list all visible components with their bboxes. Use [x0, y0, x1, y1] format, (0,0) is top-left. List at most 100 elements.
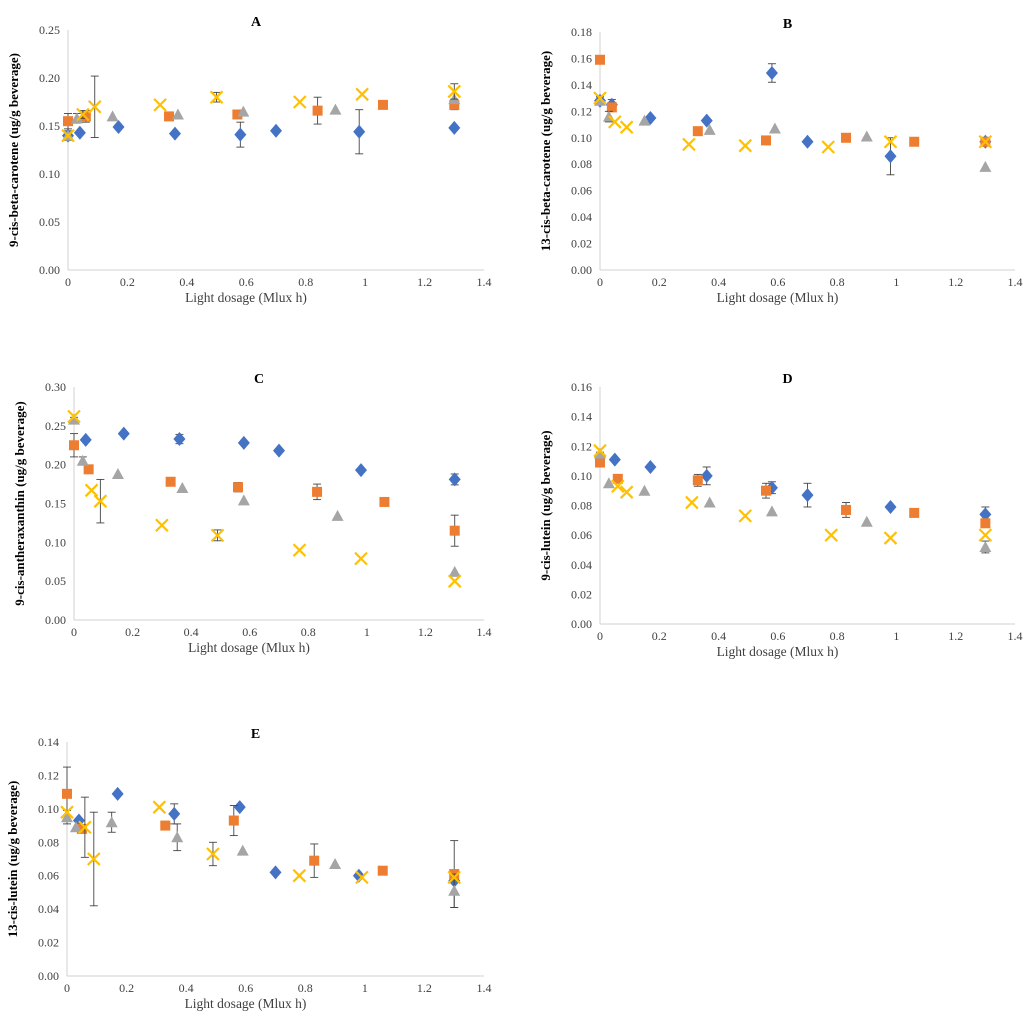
- data-point: [608, 452, 621, 467]
- x-tick-label: 0.4: [179, 981, 194, 995]
- x-tick-label: 1: [362, 275, 368, 289]
- chart-title: C: [254, 372, 264, 387]
- chart-panel-d: 0.00 0.02 0.04 0.06 0.08 0.10 0.12 0.14 0.16 0 0.2…: [538, 372, 1023, 659]
- data-point: [209, 90, 224, 104]
- data-point: [448, 472, 461, 487]
- data-point: [841, 132, 852, 143]
- data-point: [68, 413, 80, 425]
- y-tick-label: 0.00: [571, 263, 592, 277]
- data-point: [168, 806, 181, 821]
- series-2: [69, 433, 460, 547]
- data-point: [160, 820, 171, 831]
- data-point: [269, 865, 282, 880]
- y-tick-label: 0.15: [39, 119, 60, 133]
- data-point: [312, 486, 323, 497]
- series-3: [61, 810, 461, 908]
- data-point: [602, 477, 615, 489]
- x-tick-label: 1.4: [477, 981, 492, 995]
- data-point: [883, 531, 898, 545]
- data-point: [448, 120, 461, 135]
- y-tick-label: 0.00: [45, 613, 66, 627]
- data-point: [638, 484, 651, 496]
- data-point: [841, 504, 852, 515]
- y-tick-label: 0.30: [45, 380, 66, 394]
- data-point: [354, 551, 368, 566]
- y-tick-label: 0.00: [38, 969, 59, 983]
- x-tick-label: 0.2: [119, 981, 134, 995]
- data-point: [700, 468, 713, 483]
- series-3: [594, 94, 992, 172]
- data-point: [761, 135, 771, 146]
- x-tick-label: 1.2: [417, 275, 432, 289]
- data-point: [87, 852, 101, 866]
- series-2: [595, 457, 991, 529]
- x-tick-label: 0.6: [770, 629, 785, 643]
- data-point: [979, 507, 992, 522]
- series-4: [61, 75, 462, 143]
- data-point: [377, 865, 388, 876]
- data-point: [860, 130, 873, 142]
- data-point: [62, 788, 72, 799]
- data-point: [355, 87, 369, 102]
- data-point: [73, 125, 86, 140]
- y-tick-label: 0.02: [571, 237, 592, 251]
- data-point: [312, 105, 323, 116]
- data-point: [594, 94, 606, 106]
- x-tick-label: 0.2: [120, 275, 135, 289]
- data-point: [449, 99, 460, 110]
- y-tick-label: 0.14: [38, 735, 59, 749]
- x-tick-label: 1.2: [417, 981, 432, 995]
- data-point: [168, 126, 181, 141]
- x-axis-label: Light dosage (Mlux h): [185, 996, 307, 1011]
- data-point: [93, 494, 108, 508]
- data-point: [612, 473, 623, 484]
- series-3: [68, 413, 461, 577]
- data-point: [860, 515, 873, 527]
- data-point: [447, 84, 462, 99]
- x-tick-label: 1: [364, 625, 370, 639]
- data-point: [355, 870, 369, 885]
- data-point: [236, 844, 249, 856]
- data-point: [594, 447, 606, 459]
- y-tick-label: 0.00: [39, 263, 60, 277]
- y-tick-label: 0.04: [571, 558, 592, 572]
- x-tick-label: 0.8: [301, 625, 316, 639]
- data-point: [111, 786, 124, 801]
- series-1: [62, 109, 461, 155]
- y-axis-label: 13-cis-beta-carotene (ug/g beverage): [538, 51, 553, 251]
- data-point: [111, 467, 124, 479]
- x-tick-label: 0: [71, 625, 77, 639]
- data-point: [595, 457, 605, 468]
- data-point: [76, 454, 89, 466]
- series-4: [60, 796, 461, 907]
- data-point: [152, 800, 167, 814]
- x-tick-label: 0: [65, 275, 71, 289]
- x-tick-label: 0.2: [652, 629, 667, 643]
- data-point: [79, 432, 92, 447]
- chart-title: E: [251, 727, 260, 742]
- x-tick-label: 1.4: [477, 625, 492, 639]
- y-tick-label: 0.15: [45, 497, 66, 511]
- y-tick-label: 0.10: [571, 131, 592, 145]
- data-point: [448, 884, 461, 896]
- data-point: [884, 149, 897, 164]
- data-point: [595, 54, 605, 65]
- data-point: [78, 820, 92, 835]
- data-point: [801, 488, 814, 503]
- x-axis-label: Light dosage (Mlux h): [717, 290, 839, 305]
- data-point: [165, 476, 176, 487]
- series-1: [79, 426, 461, 487]
- data-point: [329, 103, 342, 115]
- data-point: [611, 479, 625, 494]
- data-point: [70, 112, 83, 124]
- y-tick-label: 0.08: [571, 499, 592, 513]
- x-tick-label: 0.8: [298, 275, 313, 289]
- y-tick-label: 0.02: [38, 936, 59, 950]
- y-axis-label: 13-cis-lutein (ug/g beverage): [5, 781, 20, 938]
- x-tick-label: 0.6: [238, 981, 253, 995]
- data-point: [233, 482, 243, 493]
- y-tick-label: 0.10: [38, 802, 59, 816]
- series-4: [593, 91, 993, 154]
- data-point: [171, 831, 184, 843]
